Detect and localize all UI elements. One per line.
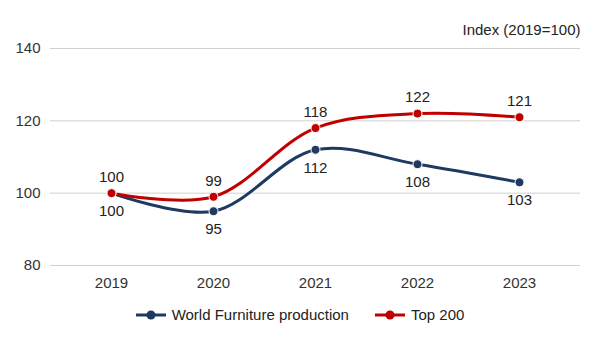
html-text:World Furniture production: World Furniture production [171,306,349,323]
svg-text:100: 100 [15,184,40,201]
svg-text:122: 122 [405,88,430,105]
svg-text:80: 80 [24,256,41,273]
svg-text:2021: 2021 [299,274,332,291]
svg-text:2023: 2023 [503,274,536,291]
svg-text:100: 100 [99,202,124,219]
svg-text:2020: 2020 [197,274,230,291]
svg-text:120: 120 [15,112,40,129]
svg-text:103: 103 [507,191,532,208]
svg-text:100: 100 [99,168,124,185]
html-text:Top 200: Top 200 [411,306,465,323]
svg-text:112: 112 [304,159,328,176]
svg-text:121: 121 [507,92,532,109]
svg-text:95: 95 [205,220,222,237]
svg-text:2019: 2019 [95,274,128,291]
svg-text:108: 108 [405,173,430,190]
svg-text:118: 118 [304,103,328,120]
svg-text:140: 140 [15,39,40,56]
svg-text:99: 99 [205,172,222,189]
svg-text:Index (2019=100): Index (2019=100) [462,21,580,38]
svg-text:2022: 2022 [401,274,434,291]
